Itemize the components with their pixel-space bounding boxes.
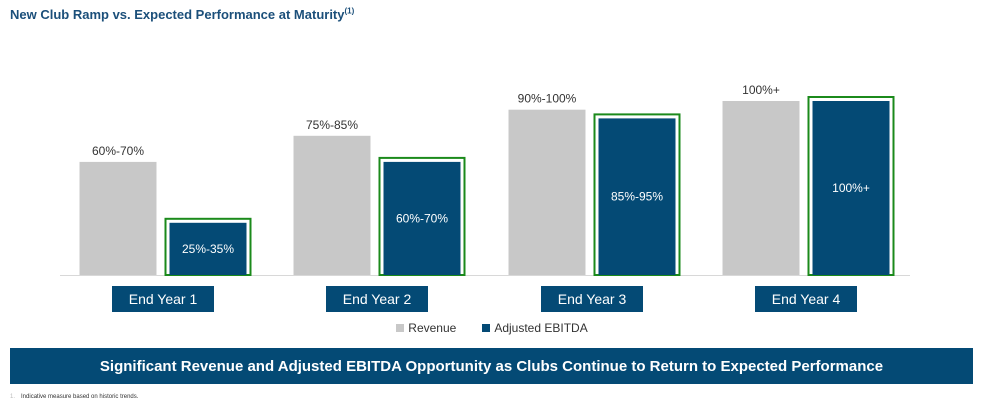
category-label-box (112, 286, 214, 312)
ebitda-data-label: 25%-35% (182, 242, 234, 256)
legend-label-revenue: Revenue (408, 321, 457, 335)
category-tick-label: End Year 3 (558, 291, 627, 307)
legend-swatch-revenue (396, 324, 405, 332)
ebitda-data-label: 100%+ (832, 181, 870, 195)
category-tick-label: End Year 4 (772, 291, 841, 307)
chart-legend: Revenue Adjusted EBITDA (0, 321, 984, 335)
category-tick-label: End Year 2 (343, 291, 412, 307)
revenue-data-label: 75%-85% (306, 118, 358, 132)
legend-item-revenue: Revenue (396, 321, 456, 335)
ebitda-bar (598, 118, 676, 276)
revenue-bar (293, 135, 371, 275)
ebitda-bar (812, 101, 890, 275)
category-label-box (326, 286, 428, 312)
ebitda-data-label: 85%-95% (611, 190, 663, 204)
legend-item-ebitda: Adjusted EBITDA (482, 321, 588, 335)
summary-banner-text: Significant Revenue and Adjusted EBITDA … (99, 357, 884, 375)
ebitda-bar (383, 161, 461, 275)
revenue-bar (508, 109, 586, 275)
chart-title-text: New Club Ramp vs. Expected Performance a… (10, 7, 345, 22)
category-tick-label: End Year 1 (129, 291, 198, 307)
revenue-data-label: 90%-100% (518, 92, 577, 106)
category-label-box (541, 286, 643, 312)
ebitda-data-label: 60%-70% (396, 211, 448, 225)
category-label-box (755, 286, 857, 312)
chart-title: New Club Ramp vs. Expected Performance a… (10, 7, 354, 22)
legend-swatch-ebitda (482, 324, 491, 332)
footnote-text: Indicative measure based on historic tre… (21, 394, 139, 400)
title-footnote-ref: (1) (344, 6, 355, 16)
revenue-data-label: 100%+ (742, 83, 780, 97)
footnote: 1. Indicative measure based on historic t… (10, 394, 138, 400)
ebitda-bar (169, 222, 247, 275)
summary-banner: Significant Revenue and Adjusted EBITDA … (10, 348, 973, 384)
revenue-bar (79, 161, 157, 275)
legend-label-ebitda: Adjusted EBITDA (494, 321, 588, 335)
footnote-marker: 1. (10, 394, 16, 400)
revenue-data-label: 60%-70% (92, 144, 144, 158)
bar-chart: 60%-70% 25%-35% End Year 1 75%-85% 60%-70% En… (60, 83, 910, 312)
revenue-bar (722, 101, 800, 275)
